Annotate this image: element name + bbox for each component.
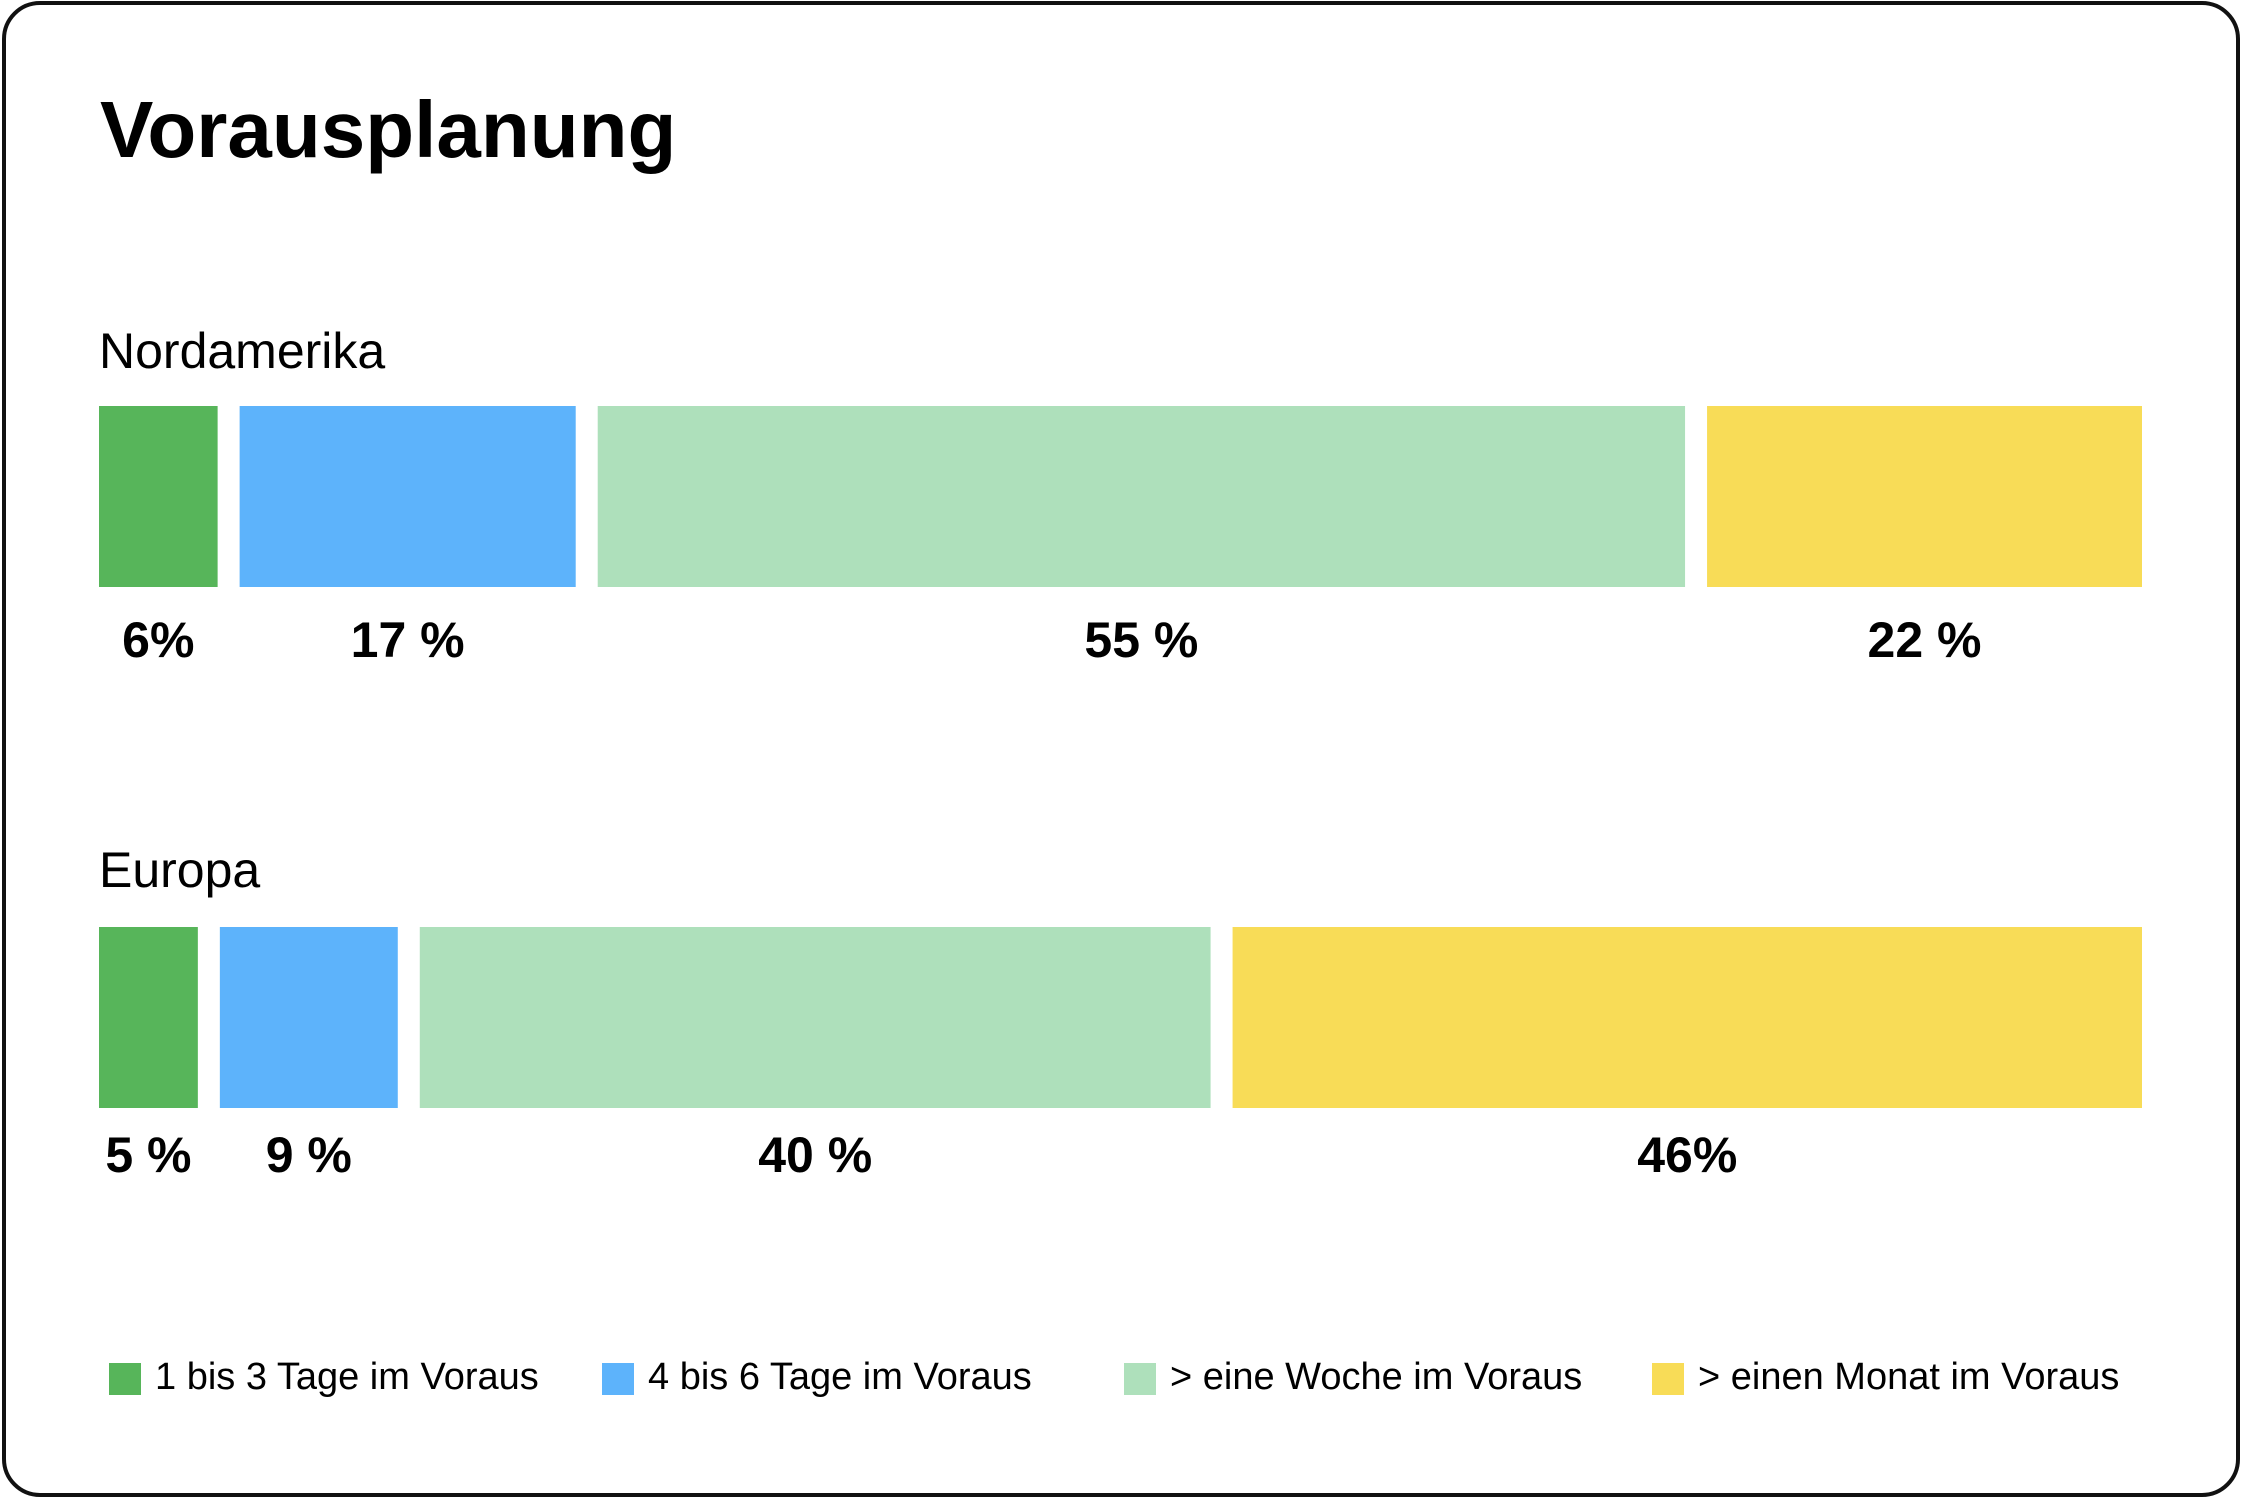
legend-swatch [602,1363,634,1395]
category-label: Europa [99,842,260,898]
value-label: 9 % [266,1127,352,1183]
value-label: 55 % [1084,612,1198,668]
bar-segment [1707,406,2142,587]
legend-label: > eine Woche im Voraus [1170,1356,1582,1398]
category-label: Nordamerika [99,323,385,379]
value-label: 40 % [758,1127,872,1183]
bar-segment [239,406,576,587]
legend-swatch [1652,1363,1684,1395]
value-label: 5 % [105,1127,191,1183]
bar-segment [419,927,1211,1108]
bar-segment [1232,927,2142,1108]
bar-segment [597,406,1686,587]
bar-segment [99,406,218,587]
value-label: 22 % [1868,612,1982,668]
legend-label: 4 bis 6 Tage im Voraus [648,1356,1032,1398]
legend-swatch [1124,1363,1156,1395]
legend-label: 1 bis 3 Tage im Voraus [155,1356,539,1398]
chart-title: Vorausplanung [100,85,676,174]
legend-swatch [109,1363,141,1395]
value-label: 46% [1637,1127,1737,1183]
legend-label: > einen Monat im Voraus [1698,1356,2119,1398]
value-label: 17 % [351,612,465,668]
value-label: 6% [122,612,194,668]
bar-segment [219,927,398,1108]
bar-segment [99,927,198,1108]
